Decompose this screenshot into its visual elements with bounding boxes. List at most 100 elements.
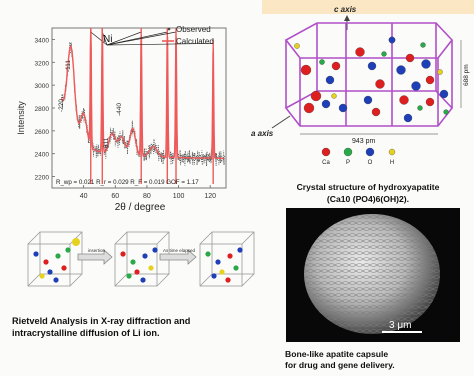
crystal-atom bbox=[421, 59, 431, 69]
atom bbox=[152, 247, 158, 253]
crystal-atom bbox=[331, 61, 341, 71]
li-ion-atom bbox=[72, 238, 80, 246]
cube-edge bbox=[156, 231, 170, 245]
crystal-atom bbox=[303, 102, 315, 114]
crystal-atom bbox=[405, 53, 415, 63]
diffusion-diagram: insertion As time elapsed bbox=[27, 231, 255, 287]
atom bbox=[148, 265, 154, 271]
crystal-atom bbox=[355, 47, 365, 57]
y-tick-label: 3200 bbox=[35, 60, 50, 67]
cube-edge bbox=[27, 231, 41, 245]
legend-atom-label: Ca bbox=[322, 160, 330, 166]
capsule-caption-line2: for drug and gene delivery. bbox=[285, 360, 395, 370]
cube-front bbox=[114, 243, 158, 287]
crystal-caption-line1: Crystal structure of hydroxyapatite bbox=[296, 182, 440, 192]
crystal-atom bbox=[399, 95, 409, 105]
legend-observed-marker bbox=[167, 27, 171, 31]
ni-pointer bbox=[101, 31, 108, 46]
cube-edge bbox=[114, 273, 128, 287]
c-axis-label: c axis bbox=[334, 5, 357, 14]
crystal-atom bbox=[300, 64, 312, 76]
rietveld-caption: Rietveld Analysis in X-ray diffraction a… bbox=[12, 315, 262, 339]
crystal-atom bbox=[294, 43, 300, 49]
legend-atom-label: P bbox=[346, 160, 350, 166]
atom bbox=[39, 273, 45, 279]
ni-label: Ni bbox=[103, 34, 112, 45]
arrow-insertion-icon bbox=[77, 249, 113, 265]
scale-bar-label: 3 μm bbox=[389, 320, 411, 331]
crystal-atom bbox=[443, 109, 449, 115]
crystal-caption-line2: (Ca10 (PO4)6(OH)2). bbox=[326, 194, 410, 204]
crystal-atom bbox=[375, 79, 385, 89]
y-axis-label: Intensity bbox=[16, 101, 26, 135]
atom bbox=[140, 277, 146, 283]
height-dimension-label: 688 pm bbox=[463, 64, 470, 86]
y-tick-label: 2200 bbox=[35, 175, 50, 182]
ni-pointer bbox=[106, 43, 214, 46]
reflection-label-1: -111 bbox=[65, 60, 72, 72]
atom bbox=[130, 259, 136, 265]
crystal-atom bbox=[420, 42, 426, 48]
cube-edge bbox=[156, 273, 170, 287]
atom bbox=[237, 247, 243, 253]
atom bbox=[55, 253, 61, 259]
crystal-atom bbox=[417, 105, 423, 111]
x-tick-label: 80 bbox=[143, 193, 151, 200]
cube-edge bbox=[241, 231, 255, 245]
legend-atom-ca-icon bbox=[321, 147, 331, 157]
calculated-series bbox=[60, 27, 225, 160]
ni-pointer bbox=[90, 31, 108, 46]
a-axis-label: a axis bbox=[251, 129, 274, 138]
x-axis-label: 2θ / degree bbox=[115, 202, 166, 213]
insertion-label: insertion bbox=[88, 248, 106, 253]
crystal-atom bbox=[381, 51, 387, 57]
rietveld-caption-line1: Rietveld Analysis in X-ray diffraction a… bbox=[12, 316, 191, 326]
y-tick-label: 2600 bbox=[35, 129, 50, 136]
time-elapsed-label: As time elapsed bbox=[163, 248, 196, 253]
atom bbox=[215, 259, 221, 265]
a-axis-arrow bbox=[271, 115, 291, 129]
cube-edge bbox=[27, 273, 41, 287]
x-tick-label: 60 bbox=[111, 193, 119, 200]
reflection-label-4: -440 bbox=[116, 103, 123, 116]
atom bbox=[134, 269, 140, 275]
crystal-atom bbox=[325, 75, 335, 85]
x-tick-label: 120 bbox=[204, 193, 216, 200]
header-band bbox=[262, 0, 474, 14]
crystal-atom bbox=[403, 113, 413, 123]
atom bbox=[33, 251, 39, 257]
unit-cell-cube bbox=[27, 231, 83, 287]
y-tick-label: 2400 bbox=[35, 152, 50, 159]
x-tick-label: 40 bbox=[80, 193, 88, 200]
crystal-atom bbox=[319, 59, 325, 65]
crystal-structure: c axis a axis 943 pm 688 pm Ca P O H bbox=[251, 5, 470, 166]
cube-edge bbox=[69, 273, 83, 287]
cube-front bbox=[27, 243, 71, 287]
observed-series bbox=[61, 29, 225, 167]
arrow-time-icon bbox=[159, 249, 197, 265]
ni-pointer bbox=[106, 31, 177, 46]
crystal-atom bbox=[363, 95, 373, 105]
cube-edge bbox=[199, 273, 213, 287]
sem-image: 3 μm bbox=[286, 208, 460, 342]
atom bbox=[47, 269, 53, 275]
legend-calculated: Calculated bbox=[176, 37, 214, 46]
crystal-atom bbox=[321, 99, 331, 109]
y-tick-label: 2800 bbox=[35, 106, 50, 113]
atom bbox=[225, 277, 231, 283]
cube-edge bbox=[199, 231, 213, 245]
crystal-atom bbox=[338, 103, 348, 113]
crystal-atom bbox=[388, 36, 396, 44]
atom bbox=[211, 273, 217, 279]
y-tick-label: 3400 bbox=[35, 37, 50, 44]
atom bbox=[53, 277, 59, 283]
plot-frame bbox=[51, 27, 227, 189]
cube-back bbox=[211, 231, 255, 275]
cube-edge bbox=[241, 273, 255, 287]
atom bbox=[142, 253, 148, 259]
legend-atom-h-icon bbox=[388, 148, 396, 156]
crystal-atom bbox=[437, 69, 443, 75]
y-tick-label: 3000 bbox=[35, 83, 50, 90]
x-tick-label: 100 bbox=[173, 193, 185, 200]
